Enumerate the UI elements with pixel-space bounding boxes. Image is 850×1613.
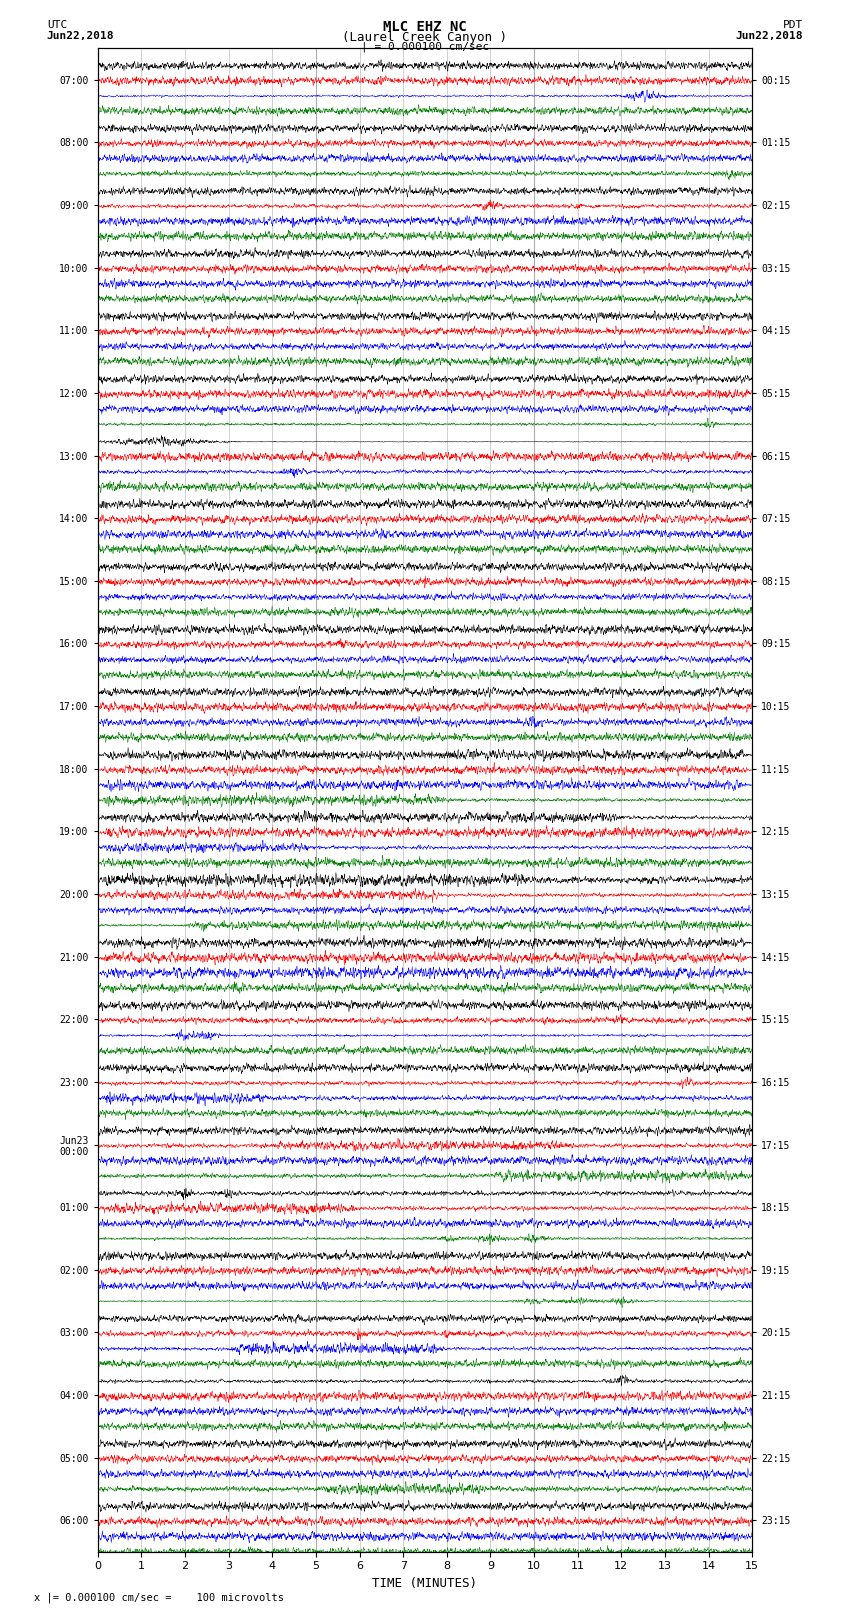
- Text: PDT: PDT: [783, 19, 803, 31]
- Text: (Laurel Creek Canyon ): (Laurel Creek Canyon ): [343, 31, 507, 44]
- X-axis label: TIME (MINUTES): TIME (MINUTES): [372, 1578, 478, 1590]
- Text: x |= 0.000100 cm/sec =    100 microvolts: x |= 0.000100 cm/sec = 100 microvolts: [34, 1592, 284, 1603]
- Text: | = 0.000100 cm/sec: | = 0.000100 cm/sec: [361, 42, 489, 52]
- Text: MLC EHZ NC: MLC EHZ NC: [383, 19, 467, 34]
- Text: Jun22,2018: Jun22,2018: [47, 31, 114, 40]
- Text: UTC: UTC: [47, 19, 67, 31]
- Text: Jun22,2018: Jun22,2018: [736, 31, 803, 40]
